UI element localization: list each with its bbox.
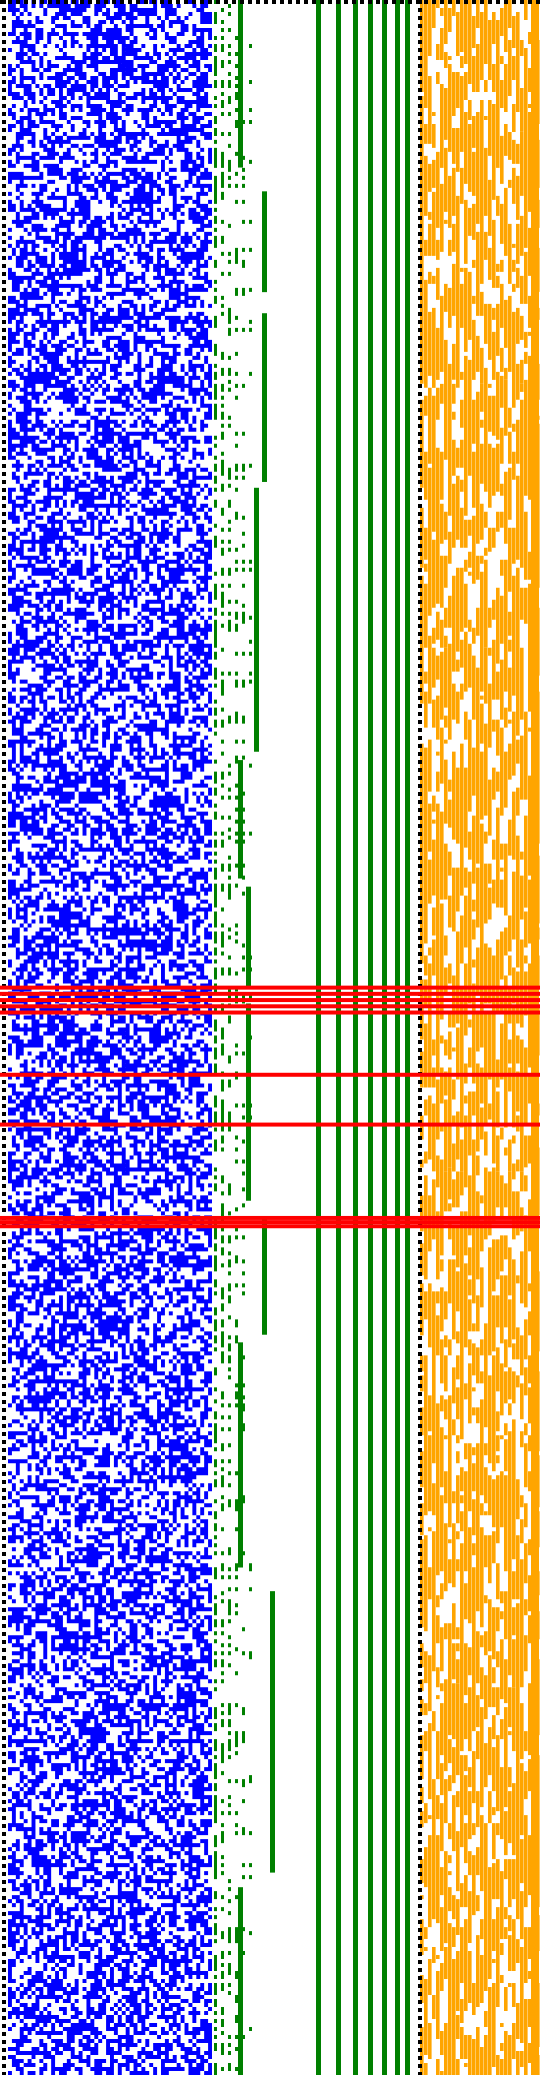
orange-edge-bar (531, 0, 539, 2075)
highlight-line (0, 1215, 540, 1220)
highlight-line (0, 985, 540, 990)
random-bits-panel (8, 0, 212, 2075)
random-bit-cells (8, 0, 212, 2075)
tree-branch-bar (246, 1003, 251, 1201)
tree-structure-panel (214, 0, 410, 2075)
tree-branch-bar (262, 1218, 267, 1335)
tree-trunk-line (336, 0, 341, 2075)
highlight-lines (0, 985, 540, 1229)
tree-branch-bar (238, 0, 243, 168)
sparse-bit-runs (420, 0, 540, 2075)
tree-branch-bar (238, 760, 243, 879)
tree-trunk-line (316, 0, 321, 2075)
tree-trunk-line (368, 0, 373, 2075)
tree-branch-bar (262, 191, 267, 293)
highlight-line (0, 1004, 540, 1009)
tree-trunk-line (395, 0, 400, 2075)
highlight-line (0, 1220, 540, 1225)
tree-branch-bar (246, 886, 251, 989)
sparse-bits-panel (420, 0, 540, 2075)
highlight-line (0, 1224, 540, 1229)
tree-trunk-line (382, 0, 387, 2075)
tree-branch-bar (238, 1887, 243, 2075)
highlight-line (0, 991, 540, 996)
tree-trunk-line (353, 0, 358, 2075)
tree-branch-bar (238, 1342, 243, 1568)
tree-branch-bar (262, 313, 267, 482)
tree-branch-bar (254, 487, 259, 752)
tree-trunk-line (405, 0, 410, 2075)
highlight-line (0, 1122, 540, 1127)
tree-branch-cells (214, 0, 252, 2075)
highlight-line (0, 998, 540, 1003)
highlight-line (0, 1072, 540, 1077)
tree-branch-bar (270, 1591, 275, 1873)
highlight-line (0, 1010, 540, 1015)
